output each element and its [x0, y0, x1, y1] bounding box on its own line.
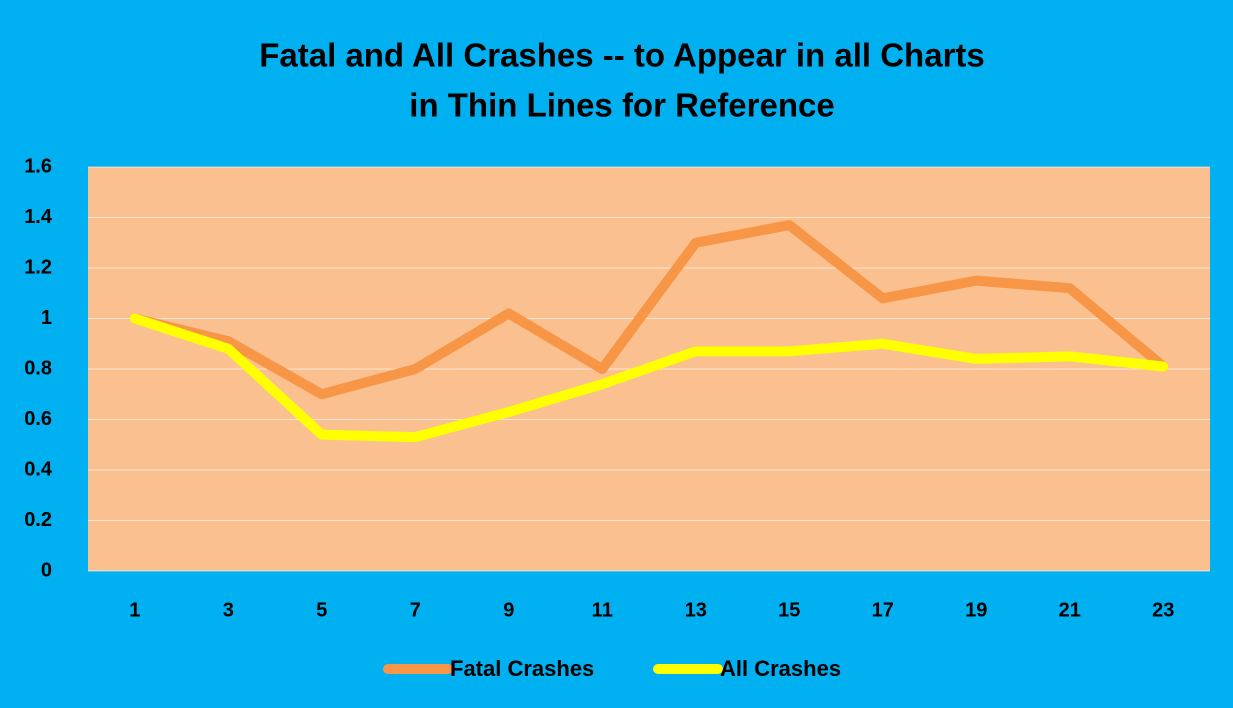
x-tick-label: 15: [778, 599, 800, 621]
y-tick-label: 0.8: [24, 357, 52, 379]
y-tick-label: 1.2: [24, 256, 52, 278]
x-tick-label: 23: [1152, 599, 1174, 621]
chart-title: in Thin Lines for Reference: [409, 87, 834, 124]
line-series: [129, 313, 1169, 443]
y-tick-label: 1.6: [24, 155, 52, 177]
legend-label: All Crashes: [720, 656, 841, 681]
y-tick-label: 1.4: [24, 206, 53, 228]
x-tick-label: 5: [316, 599, 327, 621]
line-series: [129, 220, 1169, 400]
x-tick-label: 11: [592, 599, 613, 621]
x-tick-label: 3: [223, 599, 234, 621]
y-tick-label: 0.6: [24, 408, 52, 430]
y-tick-label: 0.4: [24, 458, 53, 480]
x-tick-label: 7: [410, 599, 421, 621]
x-tick-label: 1: [129, 599, 140, 621]
x-tick-label: 9: [503, 599, 514, 621]
chart-title: Fatal and All Crashes -- to Appear in al…: [259, 37, 985, 74]
x-tick-label: 13: [685, 599, 707, 621]
legend-label: Fatal Crashes: [450, 656, 594, 681]
x-tick-label: 19: [965, 599, 987, 621]
x-tick-label: 17: [872, 599, 894, 621]
y-tick-label: 0: [41, 559, 52, 581]
y-tick-label: 1: [41, 307, 52, 329]
x-tick-label: 21: [1059, 599, 1081, 621]
y-tick-label: 0.2: [24, 509, 52, 531]
